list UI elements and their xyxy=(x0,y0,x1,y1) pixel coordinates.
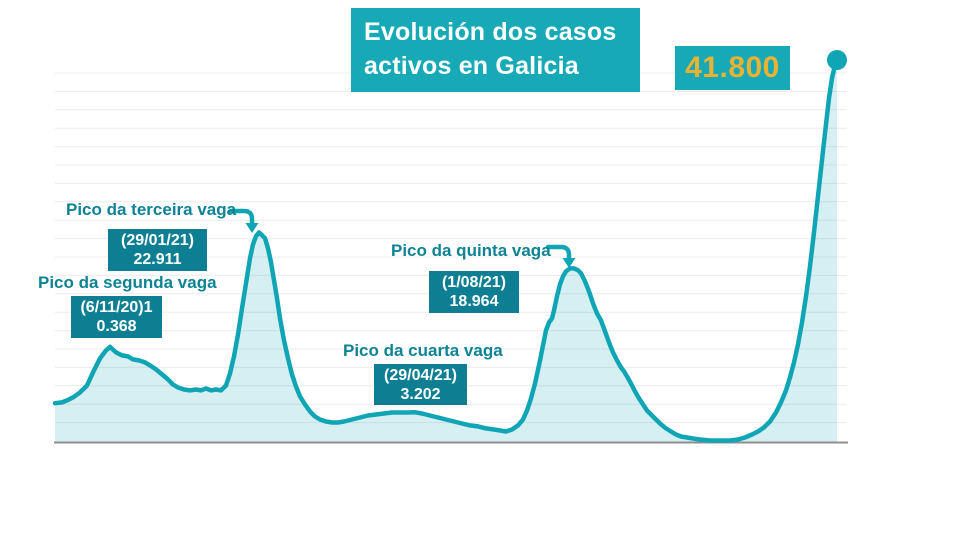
peak-label-quinta: Pico da quinta vaga xyxy=(391,241,551,260)
area-fill xyxy=(55,60,837,442)
chart-title-line2: activos en Galicia xyxy=(364,52,579,80)
peak-quinta-value: 18.964 xyxy=(449,293,499,310)
peak-label-cuarta: Pico da cuarta vaga xyxy=(343,341,503,360)
peak-quinta-date: (1/08/21) xyxy=(441,274,507,291)
peak-terceira-value: 22.911 xyxy=(133,251,182,268)
peak-segunda-value: 0.368 xyxy=(96,318,137,335)
peak-box-segunda: (6/11/20)1 0.368 xyxy=(71,296,162,338)
peak-box-quinta: (1/08/21) 18.964 xyxy=(429,271,519,313)
peak-box-terceira: (29/01/21) 22.911 xyxy=(108,229,207,271)
peak-box-cuarta: (29/04/21) 3.202 xyxy=(374,364,467,405)
curved-arrow-quinta-icon xyxy=(545,244,576,268)
peak-terceira-date: (29/01/21) xyxy=(121,232,194,249)
peak-cuarta-date: (29/04/21) xyxy=(384,367,457,384)
current-value-badge: 41.800 xyxy=(675,46,790,90)
chart-title: Evolución dos casos activos en Galicia xyxy=(351,8,640,92)
peak-cuarta-value: 3.202 xyxy=(400,386,441,403)
peak-label-segunda: Pico da segunda vaga xyxy=(38,273,217,292)
chart-title-line1: Evolución dos casos xyxy=(364,18,617,46)
current-value-dot xyxy=(827,50,847,70)
peak-label-terceira: Pico da terceira vaga xyxy=(66,200,237,219)
series-line xyxy=(52,57,840,443)
curved-arrow-terceira-icon xyxy=(228,208,259,233)
peak-segunda-date: (6/11/20)1 xyxy=(80,299,153,316)
